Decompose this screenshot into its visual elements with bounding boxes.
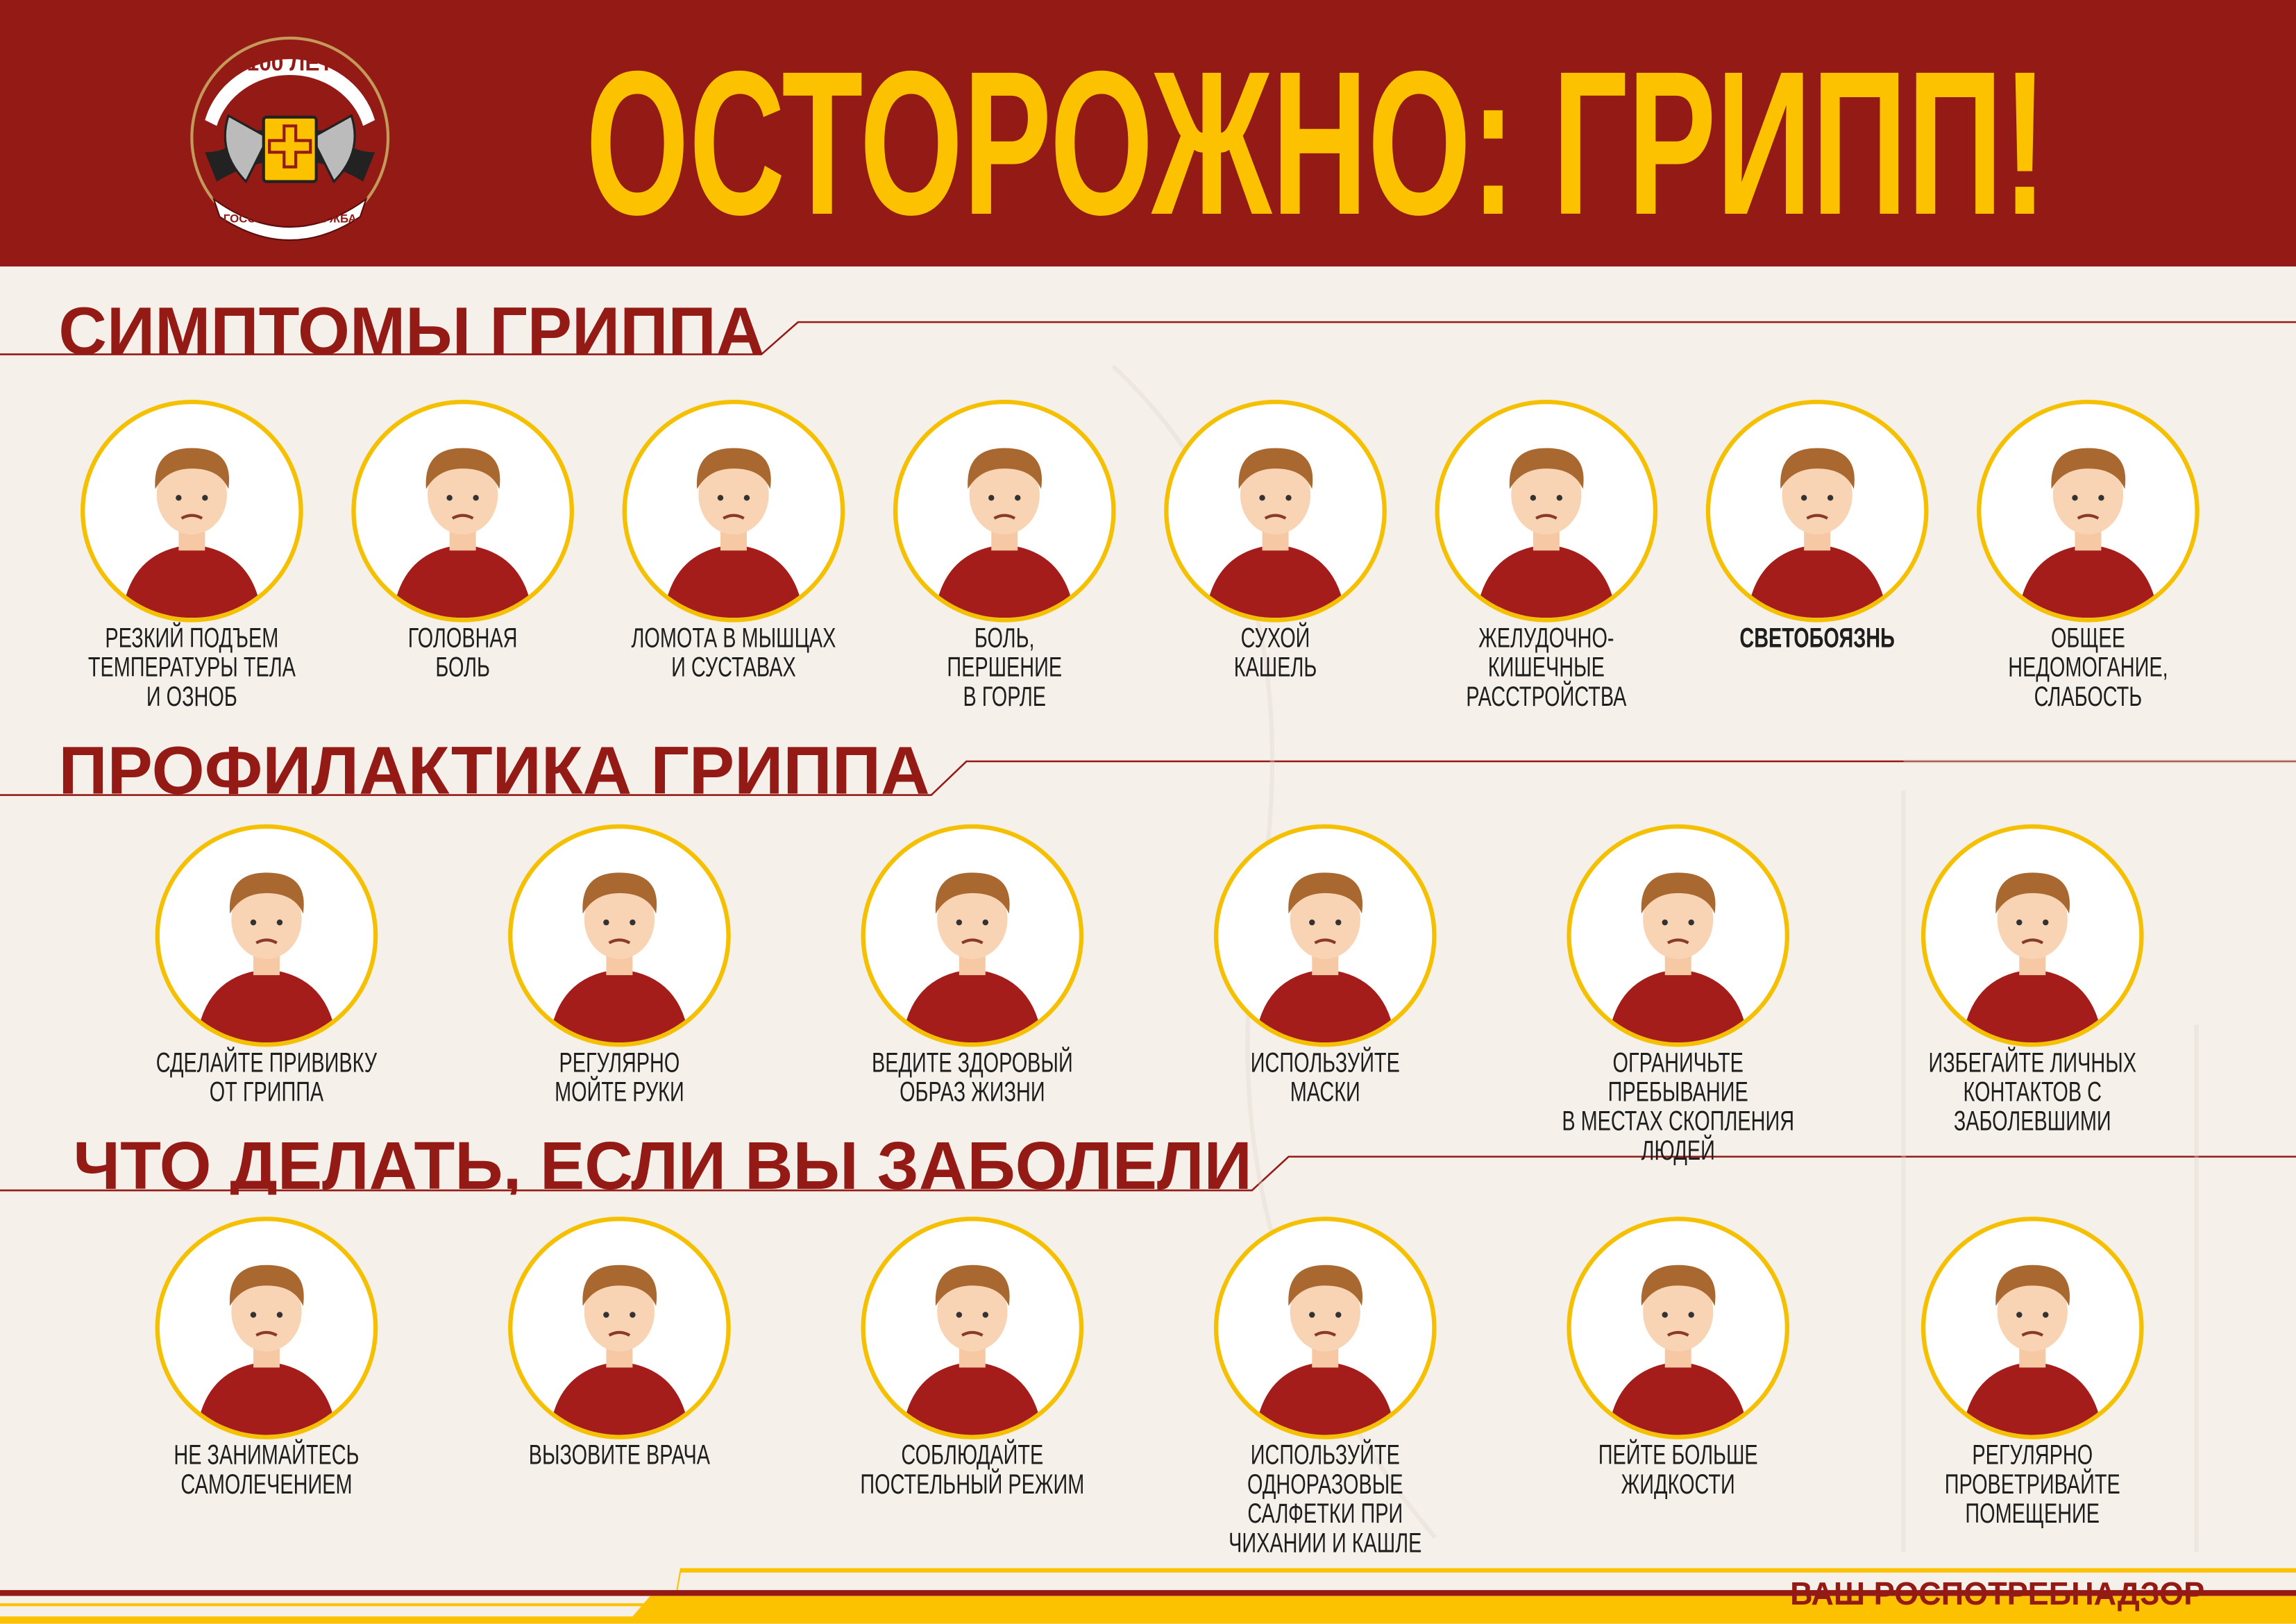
illustration-circle <box>1567 824 1790 1047</box>
card-label: ВЫЗОВИТЕ ВРАЧА <box>528 1440 711 1472</box>
card-label: ОБЩЕЕ НЕДОМОГАНИЕ, СЛАБОСТЬ <box>2008 623 2168 713</box>
svg-text:ЧТО ДЕЛАТЬ, ЕСЛИ ВЫ ЗАБОЛЕЛИ: ЧТО ДЕЛАТЬ, ЕСЛИ ВЫ ЗАБОЛЕЛИ <box>73 1128 1251 1194</box>
illustration-circle <box>508 824 731 1047</box>
card-label: ПЕЙТЕ БОЛЬШЕ ЖИДКОСТИ <box>1598 1440 1758 1501</box>
rospotrebnadzor-emblem-logo: 100 ЛЕТ ГОССАНЭПИДСЛУЖБА <box>190 36 390 242</box>
card-label: ВЕДИТЕ ЗДОРОВЫЙ ОБРАЗ ЖИЗНИ <box>871 1048 1073 1109</box>
illustration-circle <box>1921 1217 2144 1439</box>
illustration-circle <box>351 399 575 623</box>
svg-text:100 ЛЕТ: 100 ЛЕТ <box>247 50 333 75</box>
card-label: ИЗБЕГАЙТЕ ЛИЧНЫХ КОНТАКТОВ С ЗАБОЛЕВШИМИ <box>1928 1048 2137 1138</box>
doctor-icon <box>549 1264 690 1435</box>
sore-throat-icon <box>934 448 1075 618</box>
fever-icon <box>121 448 262 618</box>
section-title-if-sick: ЧТО ДЕЛАТЬ, ЕСЛИ ВЫ ЗАБОЛЕЛИ <box>73 1128 1251 1194</box>
open-window-icon <box>1961 1264 2103 1435</box>
illustration-circle <box>622 399 845 623</box>
card-label: СВЕТОБОЯЗНЬ <box>1739 623 1895 655</box>
pills-hand-icon <box>196 1264 337 1435</box>
mask-icon <box>1255 872 1396 1043</box>
card-label: РЕГУЛЯРНО ПРОВЕТРИВАЙТЕ ПОМЕЩЕНИЕ <box>1944 1440 2120 1530</box>
page-title-text: ОСТОРОЖНО: ГРИПП! <box>586 44 2047 234</box>
illustration-circle <box>1567 1217 1790 1439</box>
card-label: ЛОМОТА В МЫШЦАХ И СУСТАВАХ <box>631 623 836 684</box>
logo-bottom-text: ГОССАНЭПИДСЛУЖБА <box>223 212 357 226</box>
illustration-circle <box>155 824 378 1047</box>
illustration-circle <box>1705 399 1929 623</box>
card-label: РЕГУЛЯРНО МОЙТЕ РУКИ <box>555 1048 684 1109</box>
no-crowds-icon <box>1607 872 1748 1043</box>
section-title-prevention: ПРОФИЛАКТИКА ГРИППА <box>58 732 929 799</box>
hand-wash-icon <box>549 872 690 1043</box>
illustration-circle <box>1921 824 2144 1047</box>
stomach-icon <box>1476 448 1617 618</box>
bed-rest-icon <box>902 1264 1043 1435</box>
svg-text:СИМПТОМЫ ГРИППА: СИМПТОМЫ ГРИППА <box>58 294 764 360</box>
card-label: СОБЛЮДАЙТЕ ПОСТЕЛЬНЫЙ РЕЖИМ <box>860 1440 1085 1501</box>
illustration-circle <box>1213 1217 1437 1439</box>
card-label: ИСПОЛЬЗУЙТЕ ОДНОРАЗОВЫЕ САЛФЕТКИ ПРИ ЧИХ… <box>1229 1440 1422 1559</box>
footer-band: ВАШ РОСПОТРЕБНАДЗОР <box>0 1568 2296 1624</box>
card-label: СДЕЛАЙТЕ ПРИВИВКУ ОТ ГРИППА <box>155 1048 378 1109</box>
illustration-circle <box>893 399 1116 623</box>
illustration-circle <box>1164 399 1387 623</box>
page-title: ОСТОРОЖНО: ГРИПП! <box>586 44 2047 234</box>
section-title-symptoms: СИМПТОМЫ ГРИППА <box>58 294 764 360</box>
cough-icon <box>1205 448 1346 618</box>
headache-icon <box>392 448 533 618</box>
illustration-circle <box>1435 399 1658 623</box>
card-label: БОЛЬ, ПЕРШЕНИЕ В ГОРЛЕ <box>947 623 1063 713</box>
card-label: ЖЕЛУДОЧНО- КИШЕЧНЫЕ РАССТРОЙСТВА <box>1466 623 1627 713</box>
card-label: ИСПОЛЬЗУЙТЕ МАСКИ <box>1250 1048 1400 1109</box>
illustration-circle <box>861 824 1084 1047</box>
card-label: ГОЛОВНАЯ БОЛЬ <box>407 623 518 684</box>
tissue-icon <box>1255 1264 1396 1435</box>
card-label: СУХОЙ КАШЕЛЬ <box>1233 623 1317 684</box>
vaccine-icon <box>196 872 337 1043</box>
svg-text:ПРОФИЛАКТИКА ГРИППА: ПРОФИЛАКТИКА ГРИППА <box>58 732 929 799</box>
photophobia-icon <box>1746 448 1888 618</box>
muscle-ache-icon <box>663 448 804 618</box>
hot-drink-icon <box>1607 1264 1748 1435</box>
phone-contact-icon <box>1961 872 2103 1043</box>
card-label: РЕЗКИЙ ПОДЪЕМ ТЕМПЕРАТУРЫ ТЕЛА И ОЗНОБ <box>87 623 296 713</box>
card-label: НЕ ЗАНИМАЙТЕСЬ САМОЛЕЧЕНИЕМ <box>174 1440 360 1501</box>
illustration-circle <box>508 1217 731 1439</box>
illustration-circle <box>155 1217 378 1439</box>
illustration-circle <box>861 1217 1084 1439</box>
healthy-lifestyle-icon <box>902 872 1043 1043</box>
illustration-circle <box>81 399 303 623</box>
illustration-circle <box>1977 399 2200 623</box>
illustration-circle <box>1213 824 1437 1047</box>
card-label: ОГРАНИЧЬТЕ ПРЕБЫВАНИЕ В МЕСТАХ СКОПЛЕНИЯ… <box>1562 1048 1795 1167</box>
weakness-icon <box>2018 448 2159 618</box>
footer-text: ВАШ РОСПОТРЕБНАДЗОР <box>1790 1575 2204 1612</box>
